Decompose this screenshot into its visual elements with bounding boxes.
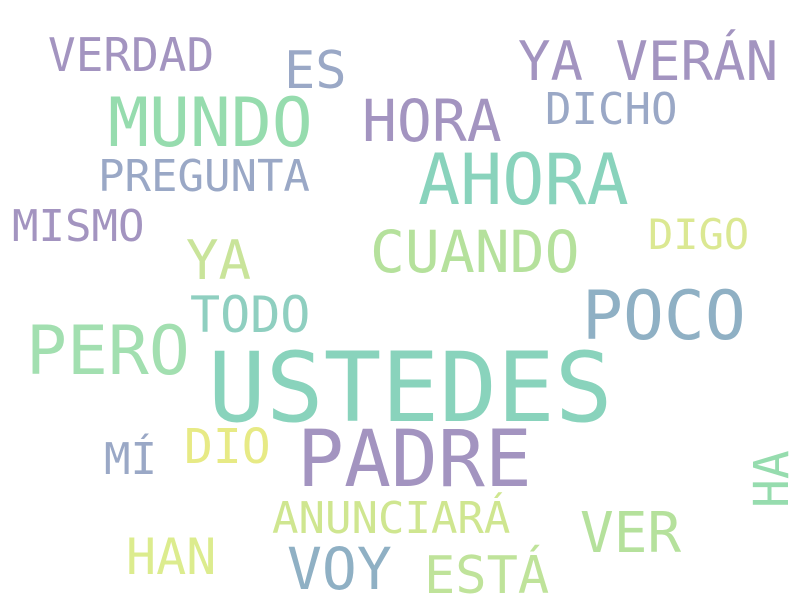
- word-todo: TODO: [190, 286, 311, 344]
- word-padre: PADRE: [297, 415, 532, 505]
- word-ahora: AHORA: [418, 139, 629, 221]
- word-ver: VER: [580, 501, 682, 566]
- word-voy: VOY: [287, 535, 392, 600]
- word-pregunta: PREGUNTA: [98, 151, 310, 202]
- word-es: ES: [284, 41, 347, 101]
- word-mi: MÍ: [104, 434, 157, 485]
- word-anunciara: ANUNCIARÁ: [272, 493, 511, 544]
- word-ya: YA: [186, 229, 252, 292]
- word-digo: DIGO: [648, 210, 750, 259]
- word-poco: POCO: [582, 277, 746, 356]
- word-mismo: MISMO: [12, 201, 145, 252]
- word-ya-veran: YA VERÁN: [518, 30, 779, 93]
- word-ustedes: USTEDES: [208, 332, 613, 444]
- word-mundo: MUNDO: [108, 84, 313, 163]
- word-cuando: CUANDO: [370, 218, 580, 286]
- word-verdad: VERDAD: [48, 28, 215, 82]
- word-ha: HA: [744, 450, 800, 508]
- word-pero: PERO: [26, 312, 190, 391]
- word-dicho: DICHO: [545, 84, 678, 135]
- word-dio: DIO: [184, 419, 271, 475]
- word-esta: ESTÁ: [424, 546, 550, 600]
- word-han: HAN: [126, 528, 217, 586]
- word-hora: HORA: [362, 87, 502, 155]
